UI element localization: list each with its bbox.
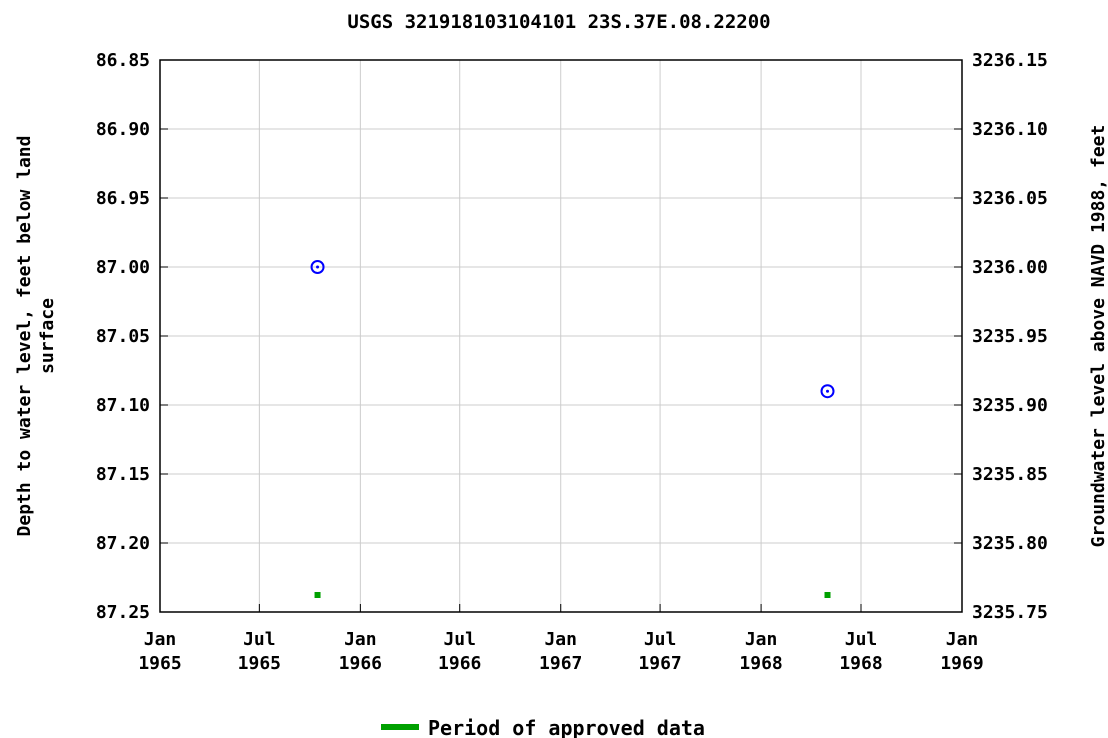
data-points — [310, 260, 835, 399]
legend: Period of approved data — [381, 716, 705, 738]
data-point — [310, 260, 325, 274]
left-tick-label: 87.10 — [96, 395, 150, 416]
right-tick-label: 3236.10 — [972, 119, 1048, 140]
right-tick-label: 3235.90 — [972, 395, 1048, 416]
approved-period-marks — [314, 592, 831, 598]
left-tick-label: 87.15 — [96, 464, 150, 485]
right-tick-label: 3235.95 — [972, 326, 1048, 347]
left-tick-label: 86.85 — [96, 50, 150, 71]
approved-period-mark — [314, 592, 321, 598]
data-point — [820, 384, 835, 399]
x-axis-ticks: Jan 1965 Jul 1965 Jan 1966 Jul 1966 Jan 1967 Jul 19… — [138, 604, 984, 674]
left-tick-label: 86.90 — [96, 119, 150, 140]
x-tick-label-year: 1967 — [638, 653, 681, 674]
plot-frame — [159, 59, 963, 613]
left-tick-label: 87.05 — [96, 326, 150, 347]
x-tick-label-year: 1968 — [739, 653, 782, 674]
right-tick-label: 3235.75 — [972, 602, 1048, 623]
right-tick-label: 3236.00 — [972, 257, 1048, 278]
right-axis-ticks: 3236.15 3236.10 3236.05 3236.00 3235.95 3235.… — [954, 50, 1048, 623]
x-tick-label-year: 1965 — [138, 653, 181, 674]
x-tick-label-month: Jul — [443, 629, 476, 650]
x-tick-label-year: 1965 — [238, 653, 281, 674]
x-tick-label-month: Jul — [644, 629, 677, 650]
x-tick-label-month: Jan — [544, 629, 577, 650]
right-tick-label: 3235.80 — [972, 533, 1048, 554]
right-tick-label: 3235.85 — [972, 464, 1048, 485]
x-tick-label-month: Jan — [745, 629, 778, 650]
x-tick-label-month: Jul — [243, 629, 276, 650]
x-tick-label-month: Jul — [845, 629, 878, 650]
left-axis-label-line2: surface — [37, 298, 58, 374]
x-tick-label-month: Jan — [946, 629, 979, 650]
right-tick-label: 3236.05 — [972, 188, 1048, 209]
left-tick-label: 86.95 — [96, 188, 150, 209]
left-tick-label: 87.20 — [96, 533, 150, 554]
left-tick-label: 87.00 — [96, 257, 150, 278]
legend-label: Period of approved data — [428, 716, 705, 738]
left-axis-label-line1: Depth to water level, feet below land — [14, 136, 35, 537]
x-tick-label-year: 1966 — [438, 653, 481, 674]
x-tick-label-year: 1969 — [940, 653, 983, 674]
approved-period-mark — [824, 592, 831, 598]
data-point-center — [826, 389, 830, 393]
left-tick-label: 87.25 — [96, 602, 150, 623]
x-tick-label-month: Jan — [144, 629, 177, 650]
right-axis-label: Groundwater level above NAVD 1988, feet — [1088, 125, 1108, 548]
x-tick-label-year: 1968 — [839, 653, 882, 674]
chart-title: USGS 321918103104101 23S.37E.08.22200 — [347, 11, 770, 33]
left-axis-ticks: 86.85 86.90 86.95 87.00 87.05 87.10 87.15 87.20… — [96, 50, 168, 623]
x-tick-label-year: 1966 — [339, 653, 382, 674]
right-tick-label: 3236.15 — [972, 50, 1048, 71]
data-point-center — [316, 265, 320, 269]
x-tick-label-month: Jan — [344, 629, 377, 650]
x-tick-label-year: 1967 — [539, 653, 582, 674]
